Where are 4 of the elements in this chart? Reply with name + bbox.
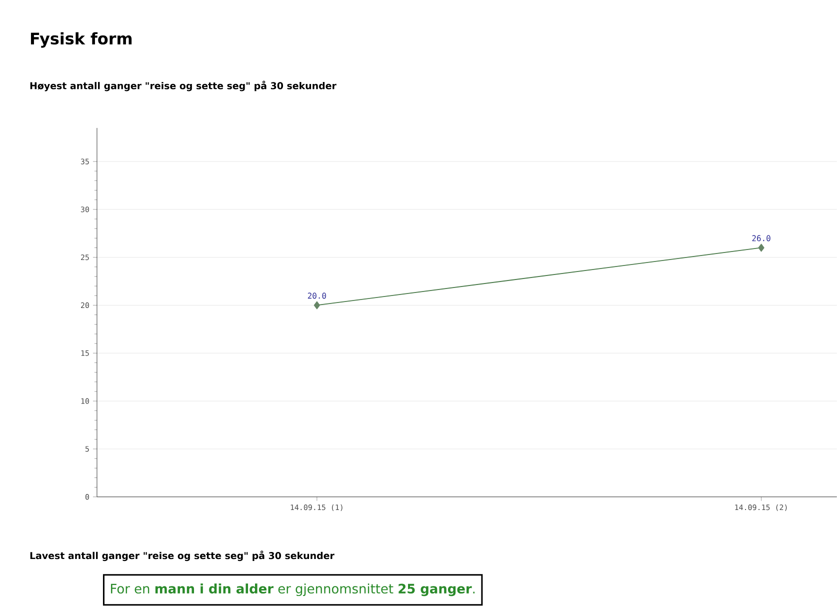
text: Lavest antall ganger "reise og sette seg" på 30 sekunder (30, 550, 334, 562)
text: For en mann i din alder er gjennomsnittet 25 ganger. (110, 584, 475, 596)
chart-title: Fysisk form (30, 32, 132, 48)
chart-subtitle: Høyest antall ganger "reise og sette seg" på 30 sekunder (30, 80, 336, 92)
